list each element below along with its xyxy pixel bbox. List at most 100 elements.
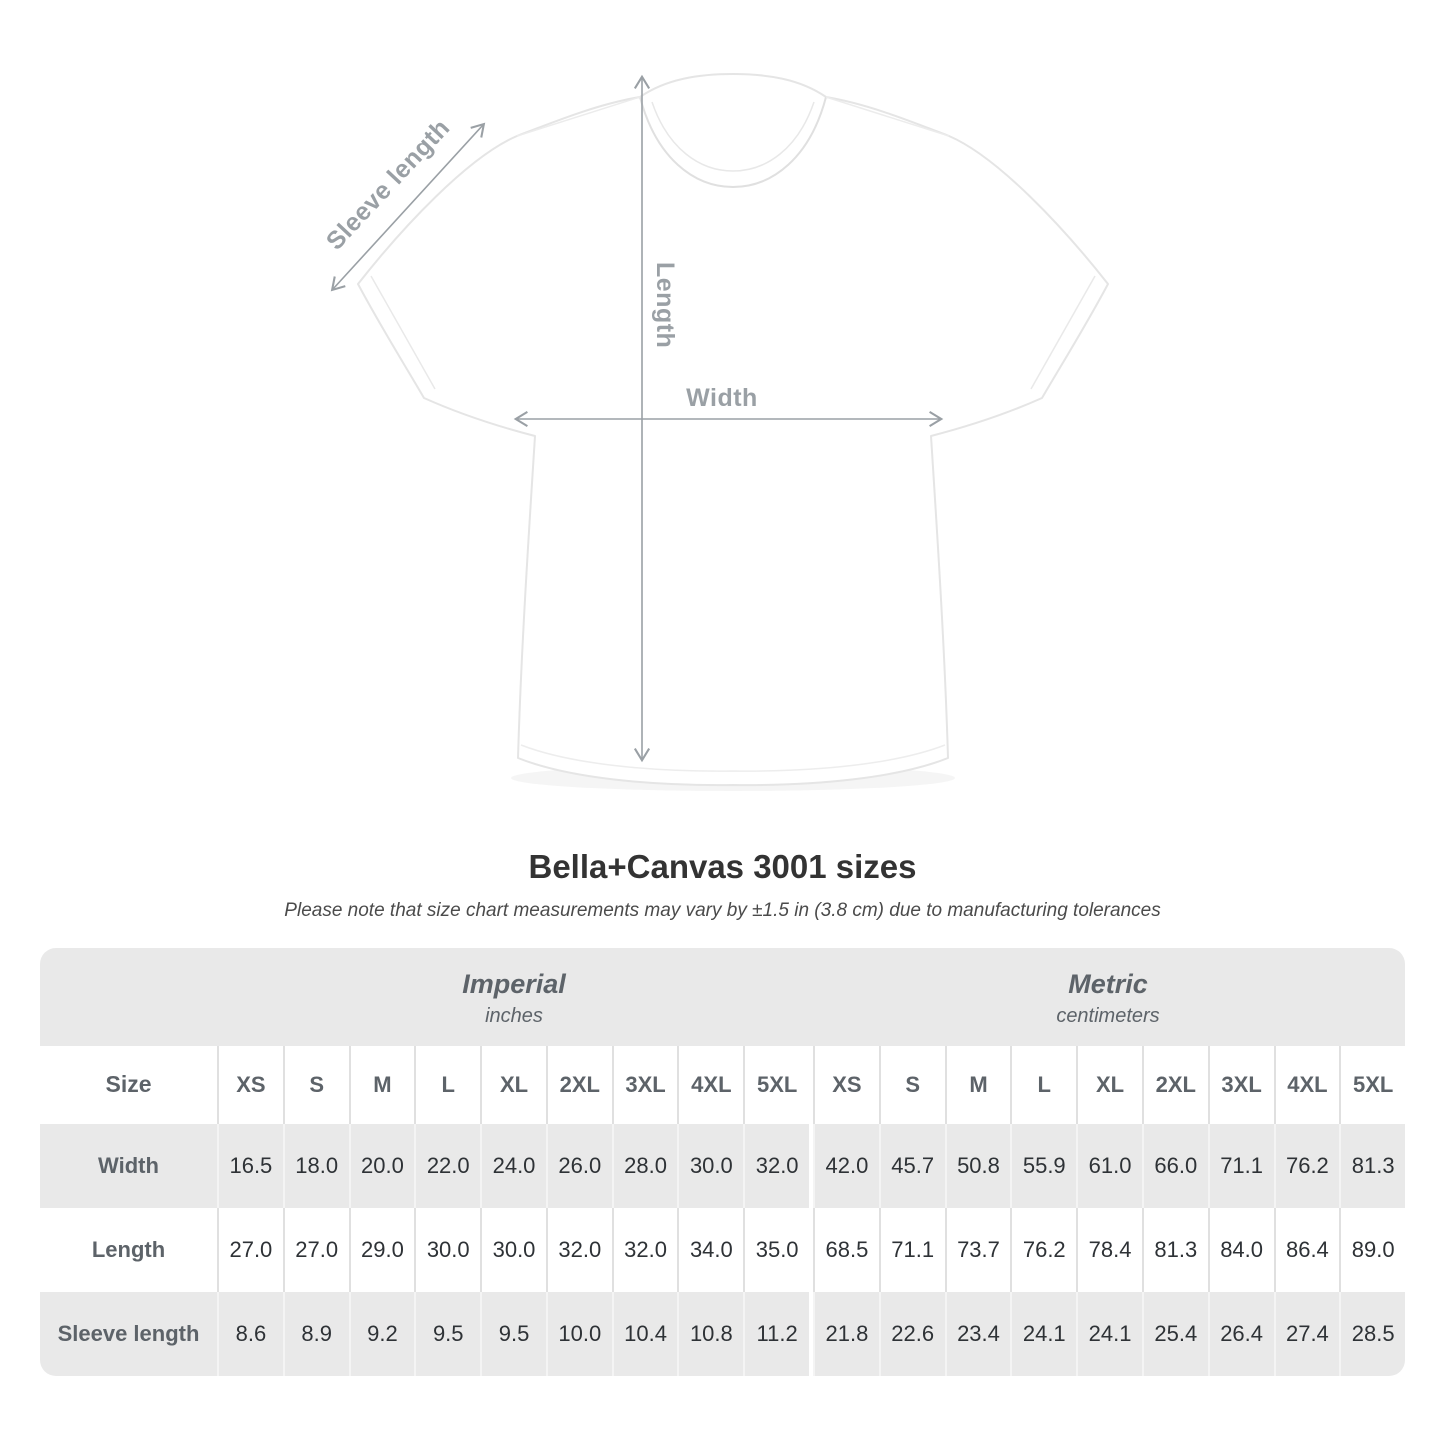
value-cell: 35.0	[743, 1207, 810, 1292]
value-cell: 16.5	[217, 1123, 283, 1208]
length-label: Length	[651, 262, 679, 348]
value-cell: 55.9	[1010, 1123, 1077, 1208]
size-col-header: L	[1010, 1045, 1077, 1124]
size-corner-label: Size	[40, 1045, 217, 1124]
value-cell: 30.0	[414, 1207, 481, 1292]
value-cell: 81.3	[1339, 1123, 1405, 1208]
value-cell: 71.1	[878, 1207, 945, 1292]
row-label: Width	[40, 1123, 217, 1208]
value-cell: 21.8	[813, 1291, 879, 1376]
value-cell: 9.5	[414, 1291, 481, 1376]
metric-group-header: Metric centimeters	[811, 948, 1405, 1046]
size-col-header: XL	[480, 1045, 546, 1124]
value-cell: 86.4	[1273, 1207, 1340, 1292]
value-cell: 34.0	[677, 1207, 744, 1292]
size-col-header: S	[878, 1045, 945, 1124]
sleeve-hem-left	[370, 275, 436, 390]
value-cell: 66.0	[1141, 1123, 1208, 1208]
shirt-outline	[357, 73, 1109, 787]
value-cell: 30.0	[677, 1123, 744, 1208]
size-col-header: 5XL	[1339, 1045, 1405, 1124]
size-col-header: M	[944, 1045, 1011, 1124]
value-cell: 10.4	[611, 1291, 678, 1376]
value-cell: 28.5	[1339, 1291, 1405, 1376]
value-cell: 27.4	[1273, 1291, 1340, 1376]
metric-unit: centimeters	[1056, 1005, 1160, 1028]
value-cell: 23.4	[944, 1291, 1011, 1376]
unit-header-band: Imperial inches Metric centimeters	[40, 947, 1405, 1046]
value-cell: 10.8	[677, 1291, 744, 1376]
value-cell: 22.0	[414, 1123, 481, 1208]
measurement-row: Width 16.5 18.0 20.0 22.0 24.0 26.0 28.0 30.0 32.…	[40, 1123, 1405, 1208]
imperial-unit: inches	[485, 1005, 543, 1028]
value-cell: 89.0	[1339, 1207, 1405, 1292]
size-col-header: 4XL	[1273, 1045, 1340, 1124]
collar-band-inner	[651, 101, 815, 172]
value-cell: 61.0	[1076, 1123, 1142, 1208]
value-cell: 22.6	[878, 1291, 945, 1376]
size-col-header: XS	[813, 1045, 879, 1124]
value-cell: 30.0	[480, 1207, 546, 1292]
value-cell: 25.4	[1141, 1291, 1208, 1376]
tshirt-illustration: Sleeve length Length Width	[320, 73, 1109, 787]
value-cell: 81.3	[1141, 1207, 1208, 1292]
size-col-header: M	[348, 1045, 415, 1124]
value-cell: 84.0	[1207, 1207, 1274, 1292]
value-cell: 26.0	[545, 1123, 612, 1208]
value-cell: 11.2	[743, 1291, 810, 1376]
value-cell: 78.4	[1076, 1207, 1142, 1292]
size-col-header: S	[282, 1045, 349, 1124]
value-cell: 24.1	[1076, 1291, 1142, 1376]
size-col-header: 3XL	[611, 1045, 678, 1124]
value-cell: 8.9	[282, 1291, 349, 1376]
value-cell: 73.7	[944, 1207, 1011, 1292]
value-cell: 8.6	[217, 1291, 283, 1376]
value-cell: 27.0	[282, 1207, 349, 1292]
measurement-row: Sleeve length 8.6 8.9 9.2 9.5 9.5 10.0 10.4 10.8…	[40, 1291, 1405, 1376]
value-cell: 45.7	[878, 1123, 945, 1208]
size-col-header: 5XL	[743, 1045, 810, 1124]
value-cell: 26.4	[1207, 1291, 1274, 1376]
band-spacer	[40, 948, 217, 1046]
tolerance-note: Please note that size chart measurements…	[284, 899, 1161, 921]
value-cell: 76.2	[1273, 1123, 1340, 1208]
imperial-group-header: Imperial inches	[217, 948, 811, 1046]
value-cell: 68.5	[813, 1207, 879, 1292]
value-cell: 28.0	[611, 1123, 678, 1208]
value-cell: 32.0	[545, 1207, 612, 1292]
value-cell: 29.0	[348, 1207, 415, 1292]
value-cell: 10.0	[545, 1291, 612, 1376]
value-cell: 32.0	[611, 1207, 678, 1292]
sleeve-length-arrow	[330, 122, 486, 292]
value-cell: 76.2	[1010, 1207, 1077, 1292]
sleeve-hem-right	[1030, 275, 1096, 390]
bottom-hem-stitch	[520, 744, 946, 772]
measurement-row: Length 27.0 27.0 29.0 30.0 30.0 32.0 32.0 34.0 35…	[40, 1207, 1405, 1292]
value-cell: 24.1	[1010, 1291, 1077, 1376]
size-col-header: XS	[217, 1045, 283, 1124]
value-cell: 9.5	[480, 1291, 546, 1376]
size-col-header: XL	[1076, 1045, 1142, 1124]
shoulder-seam-left	[516, 96, 641, 137]
shoulder-seam-right	[825, 96, 950, 137]
size-chart-table: Imperial inches Metric centimeters Size …	[40, 947, 1405, 1376]
value-cell: 18.0	[282, 1123, 349, 1208]
size-col-header: L	[414, 1045, 481, 1124]
value-cell: 24.0	[480, 1123, 546, 1208]
size-col-header: 3XL	[1207, 1045, 1274, 1124]
row-label: Length	[40, 1207, 217, 1292]
metric-title: Metric	[1068, 969, 1148, 1000]
tshirt-measurement-diagram: Sleeve length Length Width	[320, 73, 1109, 787]
width-label: Width	[686, 384, 758, 412]
value-cell: 27.0	[217, 1207, 283, 1292]
value-cell: 71.1	[1207, 1123, 1274, 1208]
size-header-row: Size XS S M L XL 2XL 3XL 4XL 5XL XS S M L XL 2XL 3XL 4XL…	[40, 1045, 1405, 1124]
value-cell: 32.0	[743, 1123, 810, 1208]
size-col-header: 2XL	[545, 1045, 612, 1124]
row-label: Sleeve length	[40, 1291, 217, 1376]
neckline	[639, 96, 827, 189]
size-col-header: 2XL	[1141, 1045, 1208, 1124]
size-col-header: 4XL	[677, 1045, 744, 1124]
value-cell: 50.8	[944, 1123, 1011, 1208]
page-title: Bella+Canvas 3001 sizes	[528, 848, 917, 885]
